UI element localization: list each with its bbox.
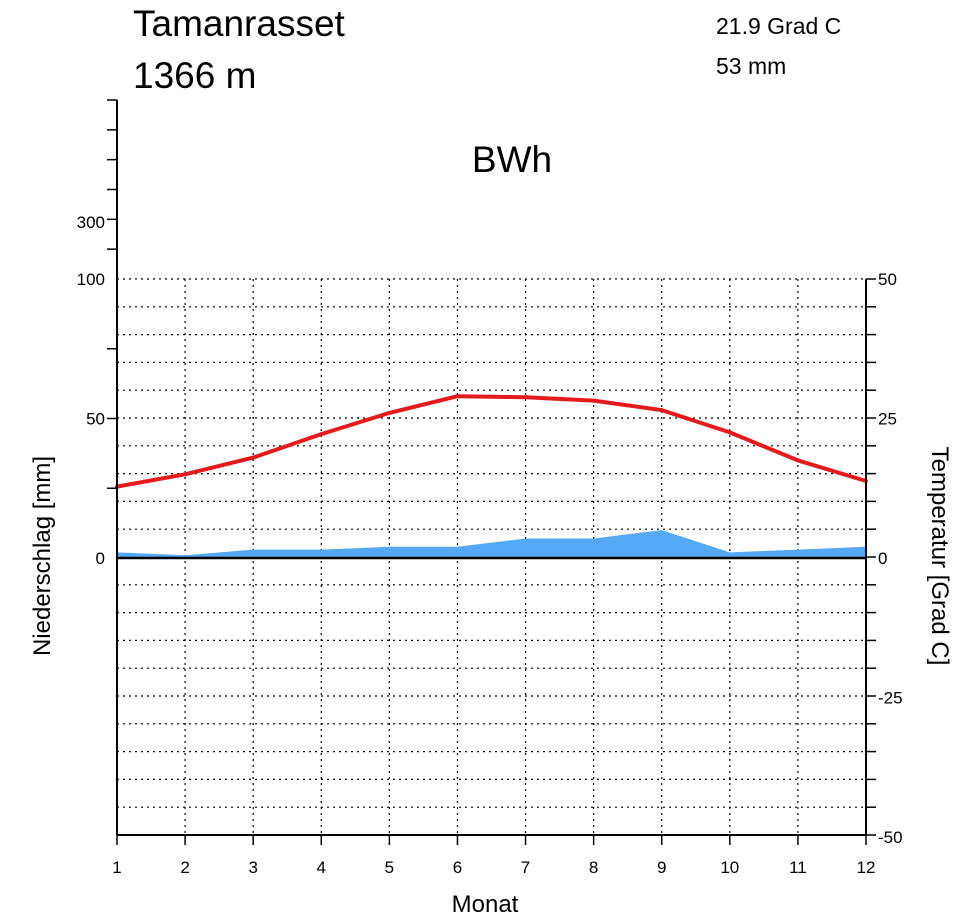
x-tick-label: 4 — [317, 858, 326, 877]
right-tick-label: 50 — [878, 270, 897, 289]
climate-class-title: BWh — [472, 139, 552, 180]
station-elevation: 1366 m — [133, 55, 257, 96]
right-axis-label: Temperatur [Grad C] — [926, 447, 953, 666]
station-name: Tamanrasset — [133, 3, 345, 44]
left-tick-label: 300 — [77, 213, 105, 232]
x-tick-label: 5 — [385, 858, 394, 877]
x-tick-label: 10 — [720, 858, 739, 877]
x-tick-label: 3 — [248, 858, 257, 877]
precipitation-area — [117, 530, 866, 558]
right-tick-label: -50 — [878, 828, 903, 847]
axes — [107, 99, 876, 845]
x-axis-label: Monat — [452, 891, 519, 918]
annual-precipitation-total: 53 mm — [716, 53, 787, 79]
left-tick-label: 50 — [86, 410, 105, 429]
x-tick-label: 12 — [857, 858, 876, 877]
x-tick-label: 9 — [657, 858, 666, 877]
x-tick-label: 7 — [521, 858, 530, 877]
annual-mean-temperature: 21.9 Grad C — [716, 13, 842, 39]
right-tick-label: -25 — [878, 689, 903, 708]
temperature-line — [115, 394, 868, 489]
right-tick-label: 25 — [878, 410, 897, 429]
right-tick-label: 0 — [878, 549, 887, 568]
left-tick-label: 100 — [77, 270, 105, 289]
x-tick-label: 11 — [789, 858, 807, 877]
x-tick-label: 2 — [180, 858, 189, 877]
x-tick-label: 6 — [453, 858, 462, 877]
x-tick-label: 1 — [112, 858, 121, 877]
x-tick-label: 8 — [589, 858, 598, 877]
left-axis-label: Niederschlag [mm] — [29, 456, 56, 656]
left-tick-label: 0 — [96, 549, 105, 568]
